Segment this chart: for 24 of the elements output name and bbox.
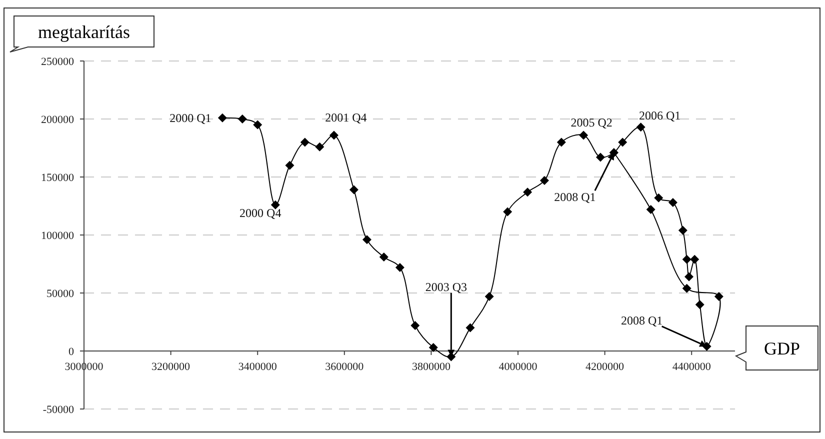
y-tick-label: 150000 (41, 172, 74, 184)
x-tick-label: 4200000 (586, 361, 625, 373)
y-axis-title: megtakarítás (38, 22, 130, 42)
x-axis-title: GDP (764, 338, 800, 358)
x-tick-label: 3600000 (325, 361, 364, 373)
x-tick-label: 4400000 (672, 361, 712, 373)
annotation: 2003 Q3 (425, 280, 467, 294)
annotation: 2001 Q4 (325, 110, 367, 124)
x-tick-label: 3200000 (152, 361, 191, 373)
x-tick-label: 3400000 (238, 361, 278, 373)
y-tick-label: 250000 (41, 56, 74, 68)
annotation: 2000 Q1 (170, 111, 212, 126)
annotation: 2008 Q1 (554, 190, 596, 204)
y-tick-label: 50000 (46, 288, 74, 300)
y-tick-label: 100000 (41, 230, 74, 242)
annotation: 2006 Q1 (638, 108, 681, 122)
x-tick-label: 4000000 (498, 361, 538, 373)
annotation: 2008 Q1 (620, 314, 663, 328)
y-tick-label: -50000 (42, 404, 74, 416)
x-tick-label: 3800000 (412, 361, 451, 373)
annotation: 2000 Q4 (240, 206, 282, 220)
y-tick-label: 0 (68, 346, 74, 358)
annotation: 2005 Q2 (570, 115, 612, 130)
y-tick-label: 200000 (41, 114, 74, 126)
